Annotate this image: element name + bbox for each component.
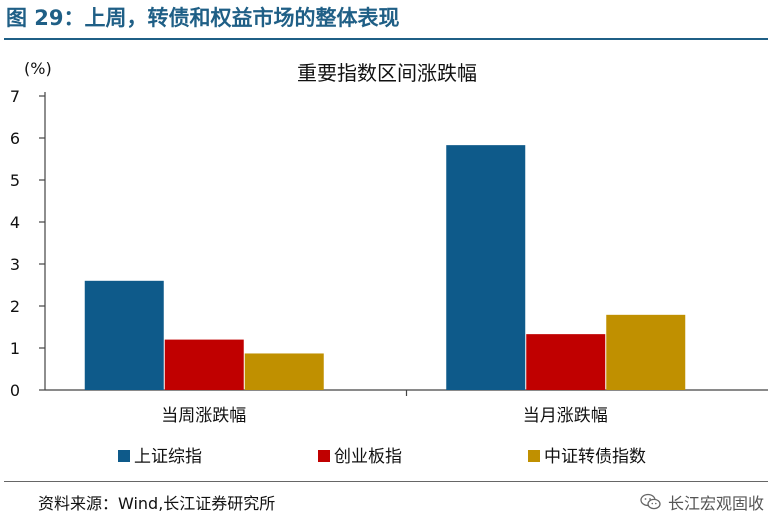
y-axis-unit-label: (%): [24, 59, 52, 78]
legend-swatch-3: [528, 450, 540, 462]
y-tick-label: 3: [10, 255, 20, 274]
x-category-label: 当周涨跌幅: [161, 406, 246, 426]
bar-1-1: [84, 280, 164, 390]
legend-label-2: 创业板指: [334, 447, 402, 467]
y-tick-label: 6: [10, 129, 20, 148]
chart-title: 重要指数区间涨跌幅: [297, 61, 477, 85]
y-tick-label: 7: [10, 87, 20, 106]
y-tick-label: 4: [10, 213, 20, 232]
y-tick-label: 0: [10, 381, 20, 400]
bar-1-2: [446, 145, 526, 390]
wechat-icon: [640, 493, 662, 511]
legend-swatch-2: [318, 450, 330, 462]
legend-swatch-1: [118, 450, 130, 462]
bar-3-2: [606, 314, 686, 390]
y-tick-label: 5: [10, 171, 20, 190]
source-note: 资料来源：Wind,长江证券研究所: [38, 494, 276, 513]
y-tick-label: 2: [10, 297, 20, 316]
title-divider: [4, 38, 768, 40]
watermark: 长江宏观固收: [640, 490, 764, 514]
watermark-text: 长江宏观固收: [667, 494, 764, 513]
legend-label-1: 上证综指: [134, 447, 202, 467]
bar-2-1: [164, 339, 244, 390]
figure-title: 图 29：上周，转债和权益市场的整体表现: [6, 6, 400, 30]
bar-2-2: [526, 334, 606, 390]
footer-divider: [4, 481, 768, 482]
y-tick-label: 1: [10, 339, 20, 358]
x-category-label: 当月涨跌幅: [523, 406, 608, 426]
legend-label-3: 中证转债指数: [544, 447, 646, 467]
bar-3-1: [244, 353, 324, 390]
